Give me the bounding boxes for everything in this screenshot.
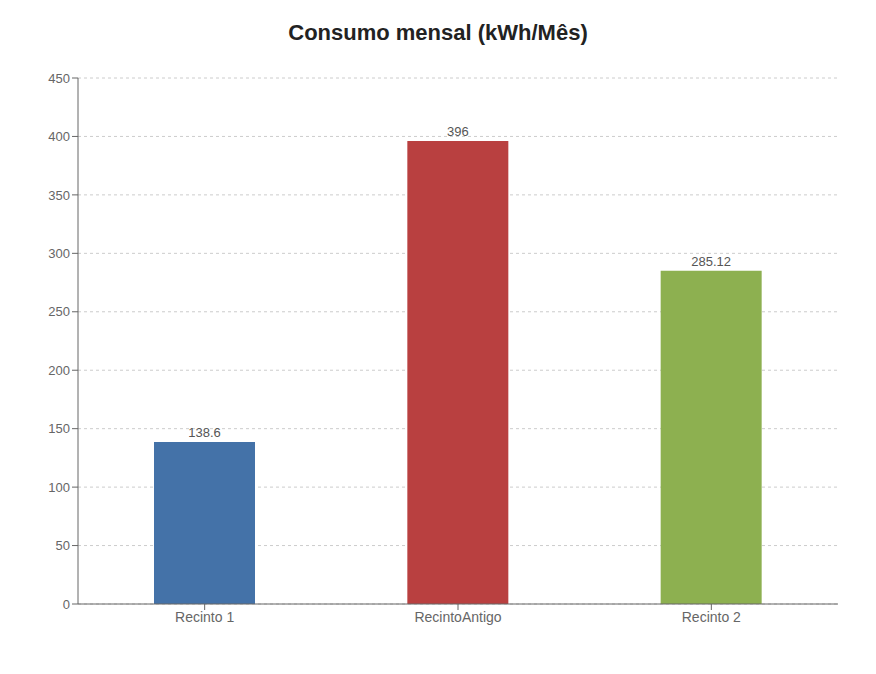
- svg-text:RecintoAntigo: RecintoAntigo: [414, 609, 501, 625]
- svg-text:150: 150: [48, 421, 70, 436]
- svg-text:Recinto 1: Recinto 1: [175, 609, 234, 625]
- svg-text:200: 200: [48, 363, 70, 378]
- svg-text:100: 100: [48, 480, 70, 495]
- svg-text:396: 396: [447, 124, 469, 139]
- svg-text:138.6: 138.6: [188, 425, 221, 440]
- html-text:Consumo mensal (kWh/Mês): Consumo mensal (kWh/Mês): [288, 20, 588, 45]
- svg-text:50: 50: [56, 538, 70, 553]
- svg-text:450: 450: [48, 71, 70, 86]
- svg-text:0: 0: [63, 597, 70, 612]
- svg-text:250: 250: [48, 304, 70, 319]
- svg-text:400: 400: [48, 129, 70, 144]
- svg-text:300: 300: [48, 246, 70, 261]
- svg-text:350: 350: [48, 188, 70, 203]
- svg-text:Recinto 2: Recinto 2: [682, 609, 741, 625]
- svg-text:285.12: 285.12: [691, 254, 731, 269]
